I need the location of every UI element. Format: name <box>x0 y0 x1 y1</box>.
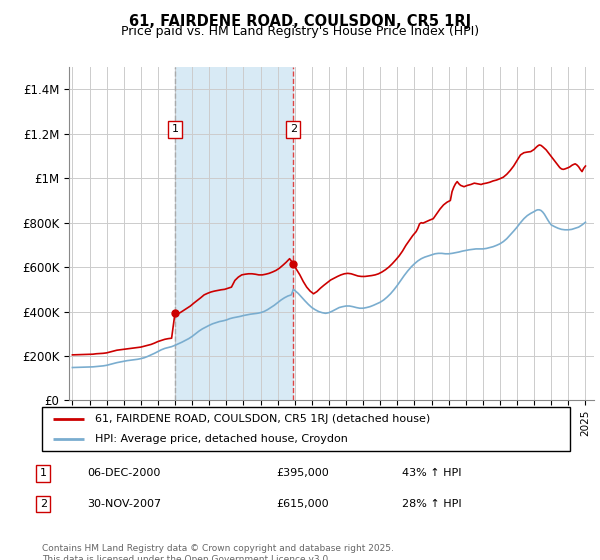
Bar <box>175 67 293 400</box>
Text: 1: 1 <box>172 124 179 134</box>
Text: £395,000: £395,000 <box>276 468 329 478</box>
Text: 1: 1 <box>40 468 47 478</box>
Text: 30-NOV-2007: 30-NOV-2007 <box>87 499 161 509</box>
Text: 2: 2 <box>40 499 47 509</box>
Text: Contains HM Land Registry data © Crown copyright and database right 2025.
This d: Contains HM Land Registry data © Crown c… <box>42 544 394 560</box>
Text: 43% ↑ HPI: 43% ↑ HPI <box>402 468 461 478</box>
Text: HPI: Average price, detached house, Croydon: HPI: Average price, detached house, Croy… <box>95 433 347 444</box>
Text: 2: 2 <box>290 124 297 134</box>
Text: Price paid vs. HM Land Registry's House Price Index (HPI): Price paid vs. HM Land Registry's House … <box>121 25 479 38</box>
Text: 06-DEC-2000: 06-DEC-2000 <box>87 468 160 478</box>
Text: £615,000: £615,000 <box>276 499 329 509</box>
Text: 61, FAIRDENE ROAD, COULSDON, CR5 1RJ (detached house): 61, FAIRDENE ROAD, COULSDON, CR5 1RJ (de… <box>95 414 430 424</box>
Text: 28% ↑ HPI: 28% ↑ HPI <box>402 499 461 509</box>
Text: 61, FAIRDENE ROAD, COULSDON, CR5 1RJ: 61, FAIRDENE ROAD, COULSDON, CR5 1RJ <box>129 14 471 29</box>
